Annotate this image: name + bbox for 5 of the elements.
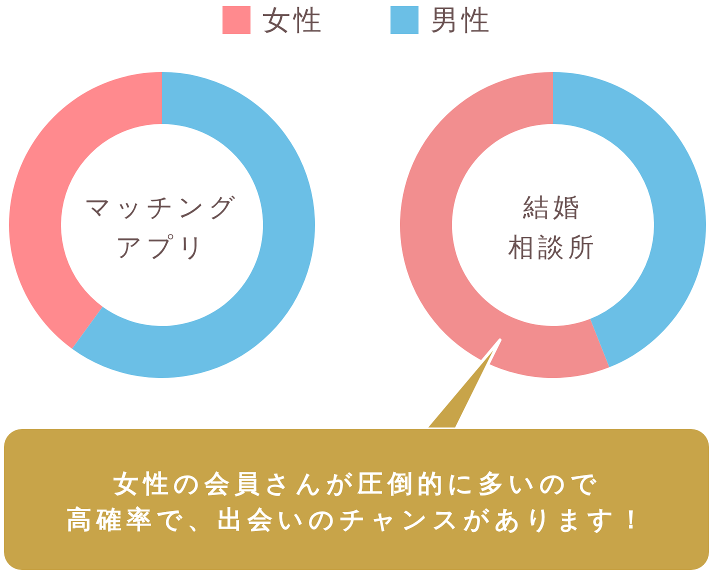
series-name: マッチングアプリ xyxy=(84,192,240,265)
legend-label: 男性 xyxy=(430,4,492,36)
annotation: 女性の会員さんが圧倒的に多いので高確率で、出会いのチャンスがあります！ xyxy=(66,468,650,536)
series-name: 結婚相談所 xyxy=(508,192,598,265)
legend-label: 女性 xyxy=(262,4,324,36)
